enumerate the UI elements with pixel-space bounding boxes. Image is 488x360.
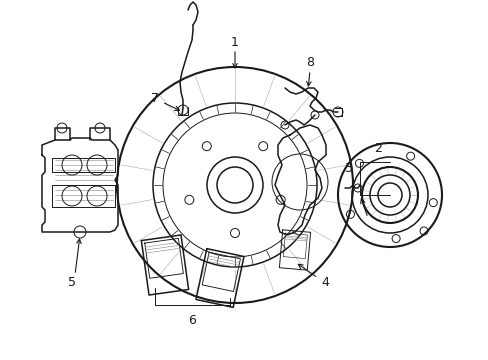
Text: 1: 1: [231, 36, 239, 49]
Text: 8: 8: [305, 57, 313, 69]
Text: 4: 4: [321, 276, 328, 289]
Text: 5: 5: [68, 276, 76, 289]
Text: 7: 7: [151, 91, 159, 104]
Text: 2: 2: [373, 141, 381, 154]
Text: 6: 6: [188, 314, 196, 327]
Text: 3: 3: [344, 162, 351, 175]
